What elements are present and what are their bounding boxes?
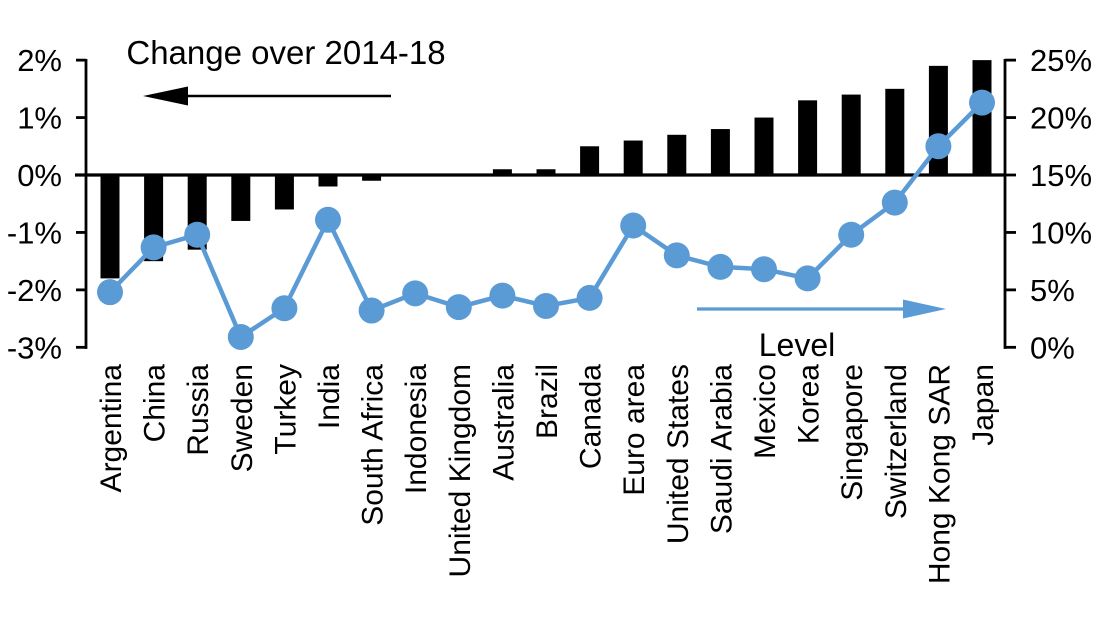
- left-axis-tick-label: 0%: [17, 158, 62, 193]
- change-bar-canada: [580, 146, 600, 175]
- x-label-south-africa: South Africa: [357, 364, 390, 526]
- x-label-china: China: [139, 364, 172, 443]
- left-arrow-icon: [143, 86, 188, 106]
- x-label-turkey: Turkey: [269, 364, 302, 455]
- x-label-united-states: United States: [662, 364, 695, 544]
- x-label-switzerland: Switzerland: [880, 364, 913, 519]
- level-marker-russia: [184, 221, 211, 248]
- change-bar-singapore: [841, 94, 861, 175]
- change-bar-korea: [798, 100, 818, 175]
- change-bar-japan: [972, 60, 992, 176]
- level-marker-australia: [489, 282, 516, 309]
- x-label-argentina: Argentina: [95, 364, 128, 493]
- right-axis-tick-label: 10%: [1030, 215, 1092, 250]
- x-label-singapore: Singapore: [836, 364, 869, 501]
- x-label-united-kingdom: United Kingdom: [444, 364, 477, 577]
- x-label-hong-kong-sar: Hong Kong SAR: [923, 364, 956, 584]
- x-label-saudi-arabia: Saudi Arabia: [705, 364, 738, 534]
- level-marker-turkey: [271, 295, 298, 322]
- x-label-india: India: [313, 364, 346, 429]
- left-axis-tick-label: -1%: [7, 215, 62, 250]
- level-marker-indonesia: [402, 280, 429, 307]
- x-label-canada: Canada: [575, 364, 608, 469]
- x-label-indonesia: Indonesia: [400, 364, 433, 494]
- x-label-sweden: Sweden: [226, 364, 259, 472]
- level-marker-canada: [576, 284, 603, 311]
- change-bar-brazil: [536, 169, 556, 175]
- level-marker-hong-kong-sar: [925, 133, 952, 160]
- left-axis-tick-label: -2%: [7, 273, 62, 308]
- change-bar-mexico: [754, 117, 774, 175]
- level-marker-united-states: [663, 242, 690, 269]
- x-label-russia: Russia: [182, 364, 215, 456]
- level-marker-singapore: [838, 221, 865, 248]
- change-bar-united-states: [667, 134, 687, 175]
- change-bar-euro-area: [623, 140, 643, 175]
- level-marker-saudi-arabia: [707, 253, 734, 280]
- level-marker-switzerland: [881, 189, 908, 216]
- left-axis-tick-label: 1%: [17, 101, 62, 136]
- change-bar-australia: [492, 169, 512, 175]
- right-axis-tick-label: 0%: [1030, 330, 1075, 365]
- level-annotation-label: Level: [759, 327, 836, 363]
- change-bar-south-africa: [362, 175, 382, 181]
- right-axis-tick-label: 5%: [1030, 273, 1075, 308]
- right-axis-tick-label: 25%: [1030, 43, 1092, 78]
- level-marker-mexico: [751, 256, 777, 283]
- change-bar-turkey: [274, 175, 294, 210]
- change-bar-saudi-arabia: [710, 129, 730, 175]
- x-label-brazil: Brazil: [531, 364, 564, 439]
- right-arrow-icon: [903, 299, 946, 319]
- change-bar-sweden: [231, 175, 251, 221]
- right-axis-tick-label: 20%: [1030, 101, 1092, 136]
- x-label-mexico: Mexico: [749, 364, 782, 459]
- change-bar-india: [318, 175, 338, 187]
- change-bar-argentina: [100, 175, 120, 279]
- level-marker-japan: [969, 89, 995, 116]
- level-marker-south-africa: [358, 297, 385, 324]
- level-marker-brazil: [533, 292, 559, 319]
- level-marker-china: [140, 234, 167, 261]
- x-label-euro-area: Euro area: [618, 364, 651, 496]
- level-marker-korea: [794, 265, 821, 292]
- left-axis-tick-label: 2%: [17, 43, 62, 78]
- level-marker-india: [315, 206, 341, 233]
- level-marker-argentina: [97, 279, 123, 306]
- x-label-korea: Korea: [793, 364, 826, 444]
- change-bar-switzerland: [885, 88, 905, 175]
- right-axis-tick-label: 15%: [1030, 158, 1092, 193]
- level-marker-sweden: [227, 323, 254, 350]
- change-annotation-label: Change over 2014-18: [126, 34, 445, 71]
- level-marker-united-kingdom: [445, 294, 472, 321]
- level-marker-euro-area: [620, 212, 647, 239]
- x-label-australia: Australia: [487, 364, 520, 481]
- x-label-japan: Japan: [967, 364, 1000, 446]
- left-axis-tick-label: -3%: [7, 330, 62, 365]
